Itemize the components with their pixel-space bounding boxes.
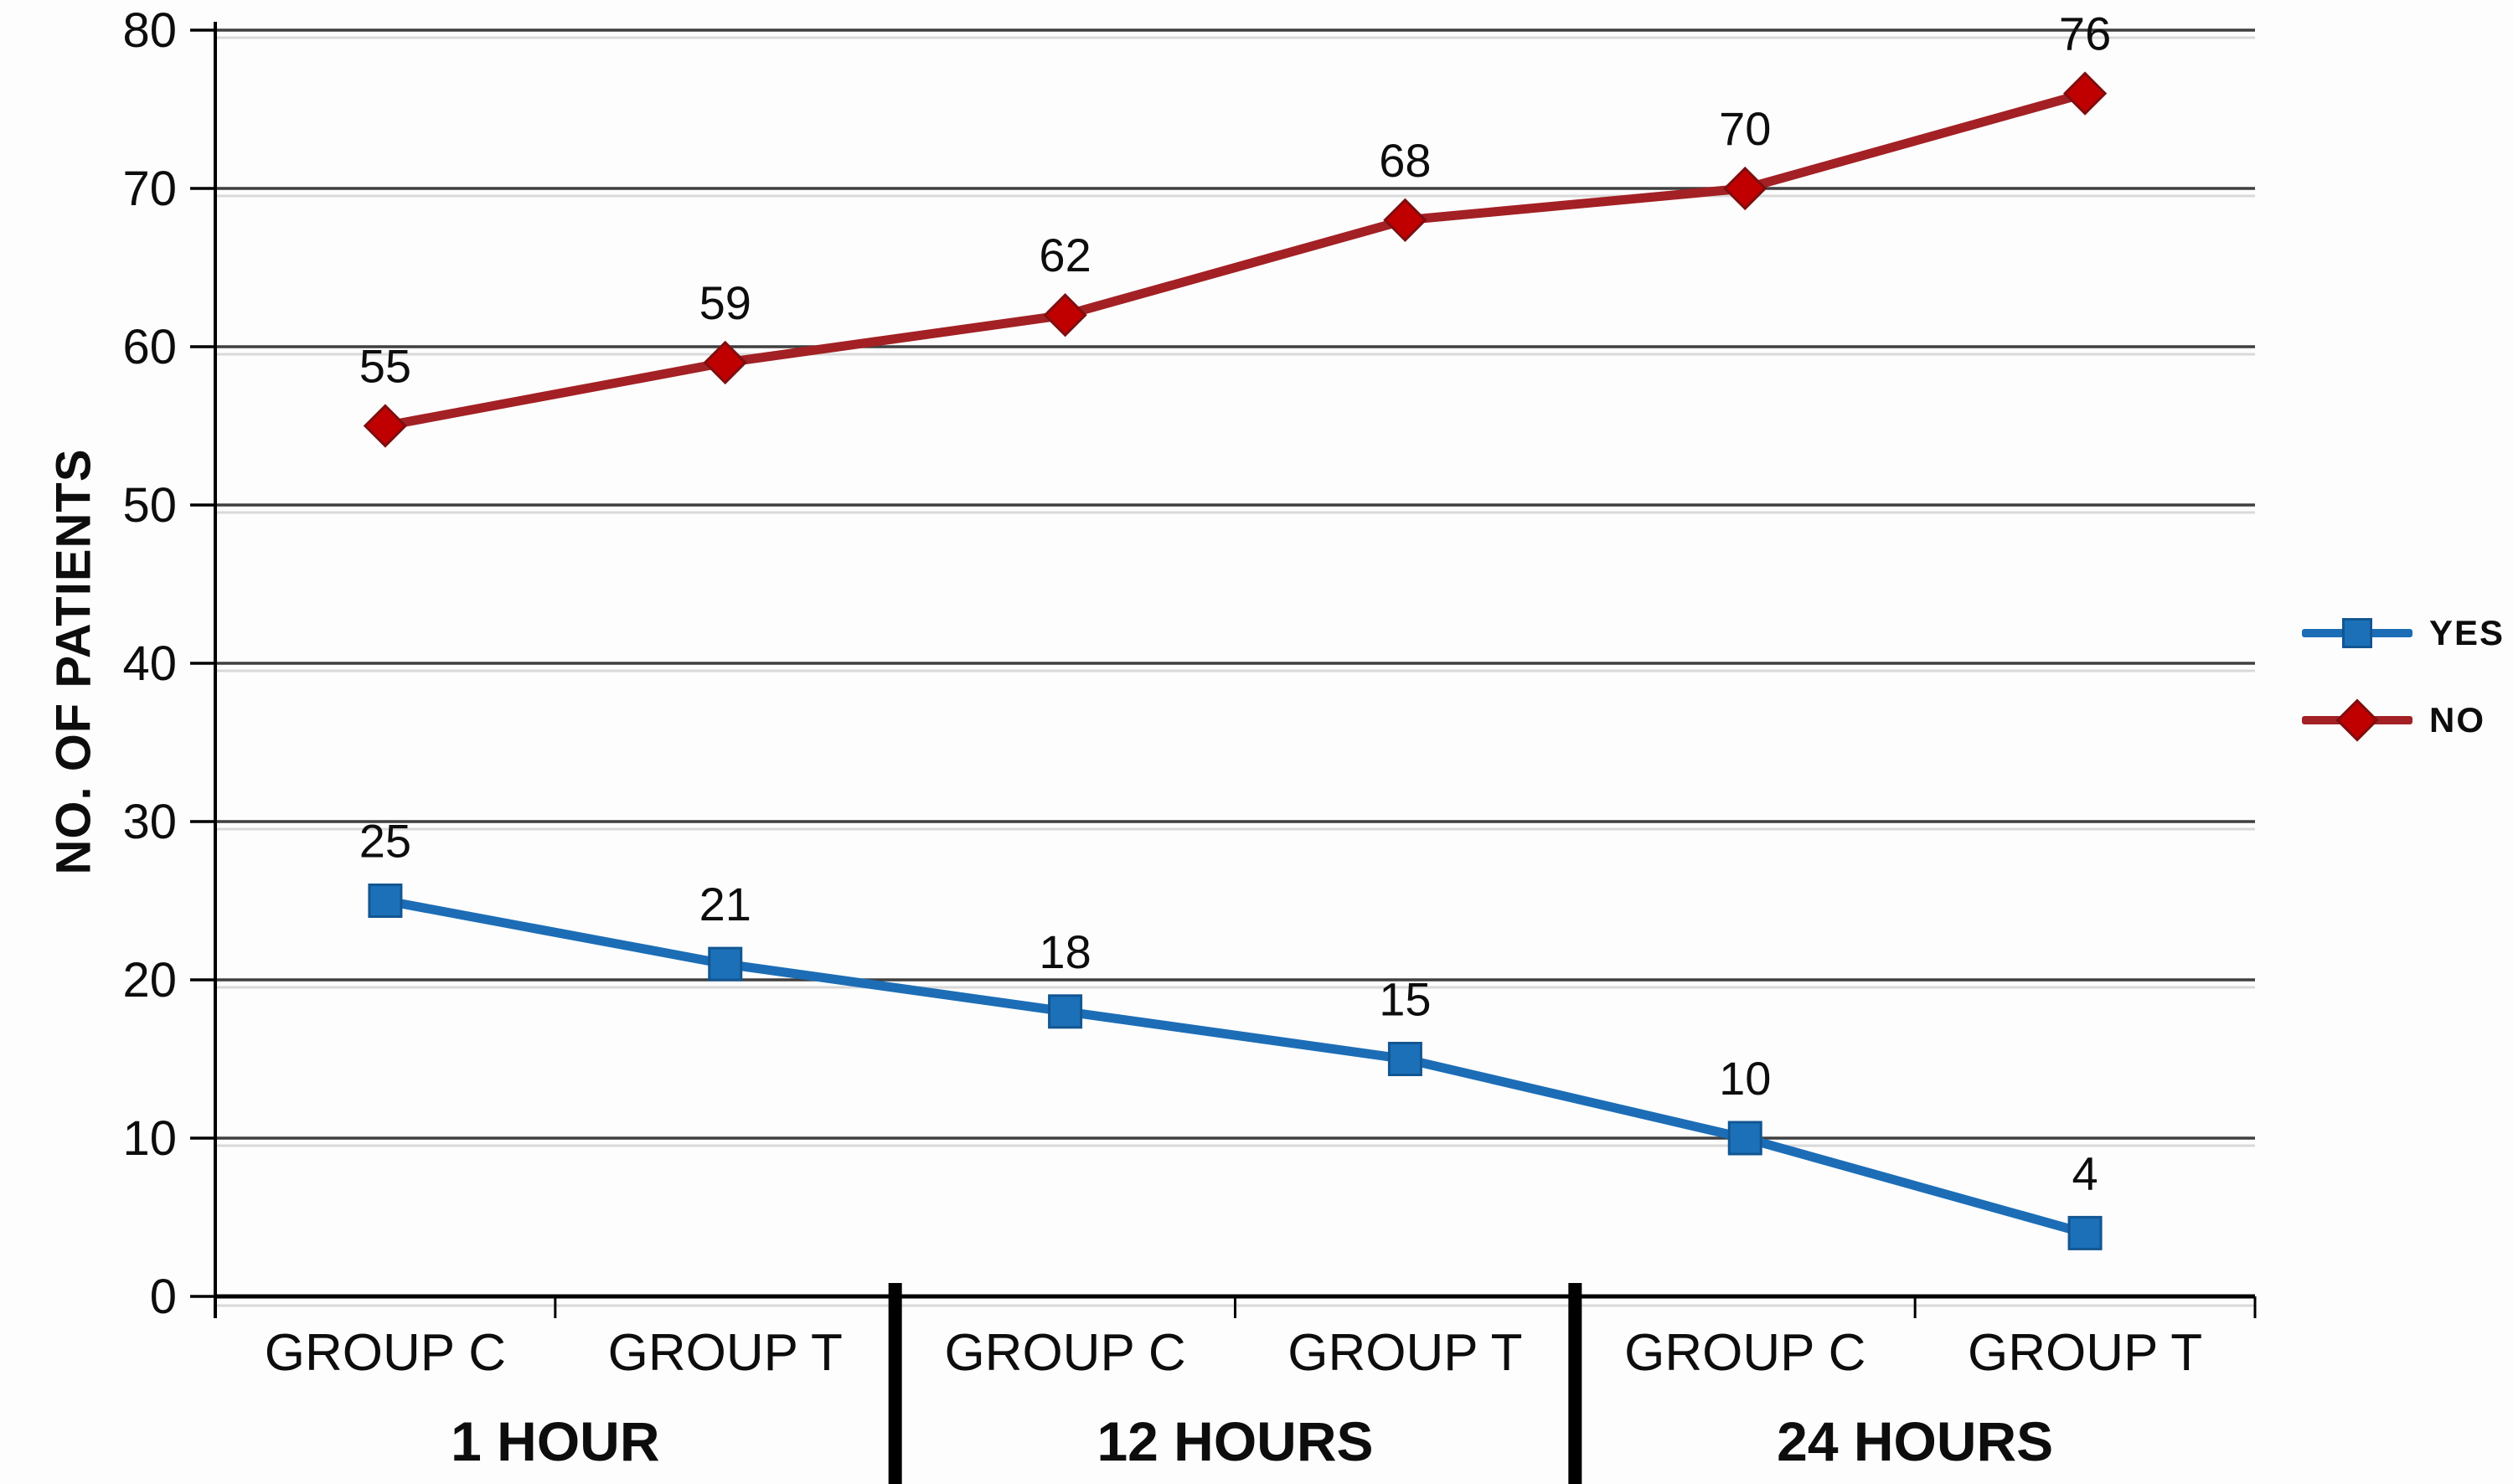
y-axis-title: NO. OF PATIENTS bbox=[46, 448, 101, 875]
marker-no-0 bbox=[363, 404, 408, 448]
data-label-yes: 10 bbox=[1719, 1052, 1771, 1105]
series-line-no bbox=[380, 89, 2090, 430]
marker-yes-2 bbox=[1048, 994, 1083, 1029]
data-label-no: 76 bbox=[2059, 8, 2111, 60]
legend-label-no: NO bbox=[2429, 700, 2485, 739]
category-label: GROUP T bbox=[608, 1324, 843, 1382]
data-label-no: 68 bbox=[1379, 134, 1431, 187]
group-label: 24 HOURS bbox=[1777, 1410, 2053, 1472]
legend: YES NO bbox=[2302, 613, 2505, 742]
marker-no-2 bbox=[1043, 293, 1087, 338]
category-label: GROUP C bbox=[265, 1324, 506, 1382]
data-label-yes: 15 bbox=[1379, 973, 1431, 1026]
y-tick-label: 60 bbox=[122, 320, 177, 374]
group-label: 1 HOUR bbox=[451, 1410, 659, 1472]
marker-no-4 bbox=[1723, 166, 1767, 211]
series-line-yes bbox=[380, 896, 2090, 1238]
y-tick-label: 10 bbox=[122, 1111, 177, 1166]
data-label-yes: 21 bbox=[699, 878, 751, 930]
category-label: GROUP C bbox=[944, 1324, 1185, 1382]
data-label-yes: 25 bbox=[359, 815, 411, 868]
data-label-no: 62 bbox=[1039, 229, 1091, 281]
data-label-no: 59 bbox=[699, 276, 751, 329]
y-tick-label: 80 bbox=[122, 3, 177, 58]
no-diamond-marker-icon bbox=[2335, 698, 2379, 742]
category-label: GROUP T bbox=[1287, 1324, 1522, 1382]
data-label-no: 70 bbox=[1719, 102, 1771, 155]
data-label-yes: 18 bbox=[1039, 925, 1091, 978]
legend-item-yes: YES bbox=[2302, 613, 2505, 653]
y-tick-label: 20 bbox=[122, 953, 177, 1007]
group-label: 12 HOURS bbox=[1097, 1410, 1373, 1472]
marker-yes-3 bbox=[1387, 1042, 1422, 1076]
marker-no-3 bbox=[1383, 198, 1427, 242]
no-series-swatch bbox=[2302, 698, 2412, 742]
marker-no-5 bbox=[2062, 71, 2108, 116]
data-label-yes: 4 bbox=[2072, 1146, 2098, 1199]
yes-square-marker-icon bbox=[2342, 618, 2372, 648]
marker-yes-1 bbox=[708, 946, 743, 982]
y-tick-label: 50 bbox=[122, 478, 177, 533]
marker-yes-4 bbox=[1727, 1121, 1762, 1156]
marker-no-1 bbox=[703, 340, 747, 385]
y-tick-label: 0 bbox=[150, 1270, 177, 1324]
y-tick-label: 40 bbox=[122, 636, 177, 691]
marker-yes-0 bbox=[368, 884, 403, 918]
category-label: GROUP C bbox=[1624, 1324, 1865, 1382]
y-tick-label: 70 bbox=[122, 162, 177, 216]
y-tick-label: 30 bbox=[122, 795, 177, 849]
legend-item-no: NO bbox=[2302, 698, 2505, 742]
data-label-no: 55 bbox=[359, 340, 411, 393]
legend-label-yes: YES bbox=[2429, 613, 2505, 652]
group-divider bbox=[1568, 1283, 1582, 1484]
category-label: GROUP T bbox=[1968, 1324, 2202, 1382]
yes-series-swatch bbox=[2302, 616, 2412, 650]
group-divider bbox=[888, 1283, 902, 1484]
marker-yes-5 bbox=[2067, 1215, 2103, 1250]
